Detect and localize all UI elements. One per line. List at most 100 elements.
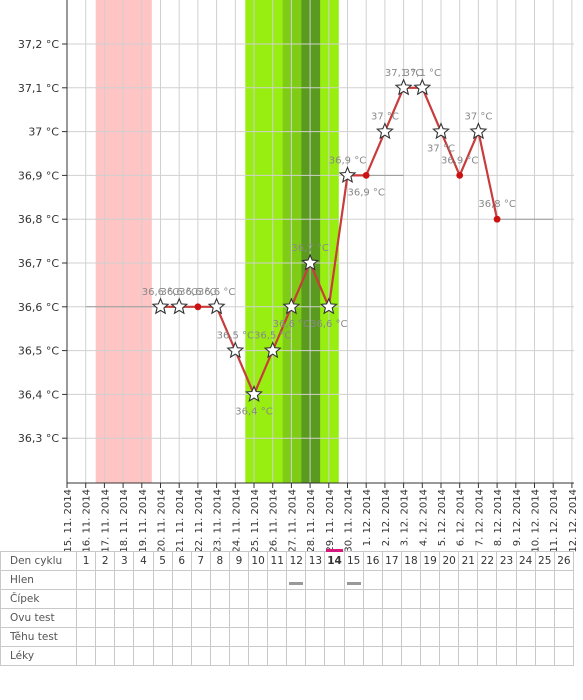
table-cell[interactable] (209, 589, 230, 609)
table-cell[interactable] (114, 608, 135, 628)
table-cell[interactable] (439, 570, 460, 590)
table-cell[interactable] (95, 589, 116, 609)
table-cell[interactable] (553, 589, 575, 609)
table-cell[interactable] (534, 627, 555, 647)
table-cell[interactable] (209, 608, 230, 628)
table-cell[interactable] (420, 608, 441, 628)
table-cell[interactable] (133, 608, 154, 628)
table-cell[interactable] (152, 589, 173, 609)
table-cell[interactable] (477, 589, 498, 609)
table-cell[interactable] (190, 627, 211, 647)
table-cell[interactable] (228, 627, 250, 647)
table-cell[interactable] (420, 589, 441, 609)
table-cell[interactable] (439, 627, 460, 647)
table-cell[interactable] (228, 608, 250, 628)
table-cell[interactable] (496, 608, 517, 628)
table-cell[interactable] (362, 570, 383, 590)
table-cell[interactable] (248, 608, 269, 628)
table-cell[interactable] (381, 627, 402, 647)
table-cell[interactable] (362, 627, 383, 647)
table-cell[interactable] (496, 627, 517, 647)
table-cell[interactable] (76, 627, 97, 647)
table-cell[interactable] (171, 570, 192, 590)
table-cell[interactable] (209, 627, 230, 647)
table-cell[interactable] (439, 589, 460, 609)
table-cell[interactable] (553, 608, 575, 628)
table-cell[interactable] (248, 570, 269, 590)
table-cell[interactable] (362, 608, 383, 628)
table-cell[interactable] (439, 608, 460, 628)
table-cell[interactable] (420, 627, 441, 647)
table-cell[interactable] (209, 570, 230, 590)
table-cell[interactable] (362, 646, 383, 666)
table-cell[interactable] (286, 589, 307, 609)
table-cell[interactable] (305, 627, 326, 647)
table-cell[interactable] (76, 608, 97, 628)
table-cell[interactable] (343, 627, 364, 647)
table-cell[interactable] (381, 608, 402, 628)
table-cell[interactable] (305, 608, 326, 628)
table-cell[interactable] (171, 627, 192, 647)
table-cell[interactable] (534, 608, 555, 628)
table-cell[interactable] (95, 570, 116, 590)
table-cell[interactable] (152, 608, 173, 628)
table-cell[interactable] (305, 570, 326, 590)
table-cell[interactable] (190, 570, 211, 590)
table-cell[interactable] (95, 608, 116, 628)
table-cell[interactable] (553, 646, 575, 666)
table-cell[interactable] (458, 570, 479, 590)
table-cell[interactable] (343, 646, 364, 666)
table-cell[interactable] (439, 646, 460, 666)
table-cell[interactable] (400, 646, 422, 666)
table-cell[interactable] (248, 627, 269, 647)
table-cell[interactable] (362, 589, 383, 609)
table-cell[interactable] (114, 627, 135, 647)
table-cell[interactable] (324, 570, 345, 590)
table-cell[interactable] (343, 570, 364, 590)
table-cell[interactable] (477, 627, 498, 647)
table-cell[interactable] (133, 627, 154, 647)
table-cell[interactable] (515, 589, 536, 609)
table-cell[interactable] (286, 570, 307, 590)
table-cell[interactable] (496, 589, 517, 609)
table-cell[interactable] (76, 646, 97, 666)
table-cell[interactable] (400, 570, 422, 590)
table-cell[interactable] (324, 627, 345, 647)
table-cell[interactable] (534, 646, 555, 666)
table-cell[interactable] (95, 627, 116, 647)
table-cell[interactable] (286, 627, 307, 647)
table-cell[interactable] (477, 608, 498, 628)
table-cell[interactable] (305, 589, 326, 609)
table-cell[interactable] (420, 570, 441, 590)
table-cell[interactable] (190, 608, 211, 628)
table-cell[interactable] (515, 608, 536, 628)
table-cell[interactable] (400, 589, 422, 609)
table-cell[interactable] (267, 646, 288, 666)
table-cell[interactable] (190, 589, 211, 609)
table-cell[interactable] (458, 608, 479, 628)
table-cell[interactable] (324, 646, 345, 666)
table-cell[interactable] (133, 570, 154, 590)
table-cell[interactable] (496, 570, 517, 590)
table-cell[interactable] (267, 589, 288, 609)
table-cell[interactable] (95, 646, 116, 666)
table-cell[interactable] (534, 589, 555, 609)
table-cell[interactable] (458, 627, 479, 647)
table-cell[interactable] (343, 608, 364, 628)
table-cell[interactable] (381, 646, 402, 666)
table-cell[interactable] (553, 627, 575, 647)
table-cell[interactable] (343, 589, 364, 609)
table-cell[interactable] (286, 646, 307, 666)
table-cell[interactable] (515, 627, 536, 647)
table-cell[interactable] (286, 608, 307, 628)
table-cell[interactable] (133, 589, 154, 609)
table-cell[interactable] (228, 646, 250, 666)
table-cell[interactable] (324, 608, 345, 628)
table-cell[interactable] (152, 646, 173, 666)
table-cell[interactable] (515, 570, 536, 590)
table-cell[interactable] (267, 608, 288, 628)
table-cell[interactable] (267, 570, 288, 590)
table-cell[interactable] (305, 646, 326, 666)
table-cell[interactable] (114, 646, 135, 666)
table-cell[interactable] (209, 646, 230, 666)
